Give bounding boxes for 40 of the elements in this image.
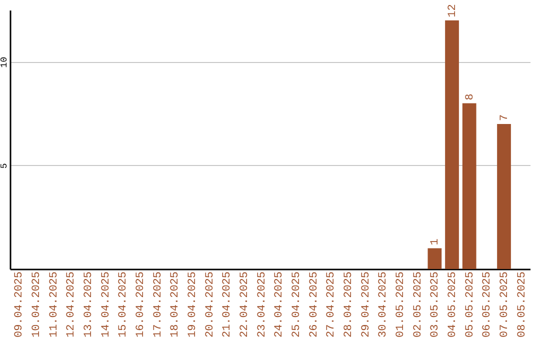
- x-tick-label: 06.05.2025: [482, 272, 494, 338]
- x-tick-label: 25.04.2025: [291, 272, 303, 338]
- x-tick-label: 01.05.2025: [395, 272, 407, 338]
- x-tick-label: 26.04.2025: [308, 272, 320, 338]
- x-tick-label: 05.05.2025: [464, 272, 476, 338]
- bar: [497, 124, 511, 269]
- y-tick-label: 5: [0, 163, 10, 169]
- x-tick-label: 07.05.2025: [499, 272, 511, 338]
- x-tick-label: 10.04.2025: [31, 272, 43, 338]
- data-label: 12: [447, 4, 459, 18]
- x-tick-label: 16.04.2025: [135, 272, 147, 338]
- data-label: 8: [464, 94, 476, 100]
- x-tick-label: 30.04.2025: [378, 272, 390, 338]
- bar: [445, 20, 459, 269]
- x-tick-label: 11.04.2025: [48, 272, 60, 338]
- x-tick-label: 28.04.2025: [343, 272, 355, 338]
- x-tick-label: 02.05.2025: [412, 272, 424, 338]
- bar: [462, 103, 476, 269]
- x-tick-label: 29.04.2025: [360, 272, 372, 338]
- x-tick-label: 09.04.2025: [14, 272, 26, 338]
- x-tick-label: 21.04.2025: [222, 272, 234, 338]
- x-tick-label: 14.04.2025: [100, 272, 112, 338]
- x-tick-label: 19.04.2025: [187, 272, 199, 338]
- x-tick-label: 22.04.2025: [239, 272, 251, 338]
- bar: [428, 248, 442, 269]
- data-label: 7: [499, 114, 511, 121]
- x-tick-label: 15.04.2025: [118, 272, 130, 338]
- x-tick-label: 24.04.2025: [274, 272, 286, 338]
- x-tick-label: 17.04.2025: [152, 272, 164, 338]
- x-tick-label: 13.04.2025: [83, 272, 95, 338]
- x-tick-label: 27.04.2025: [326, 272, 338, 338]
- x-tick-label: 08.05.2025: [516, 272, 528, 338]
- data-label: 1: [430, 238, 442, 246]
- x-tick-label: 03.05.2025: [430, 272, 442, 338]
- x-tick-label: 04.05.2025: [447, 272, 459, 338]
- y-tick-label: 10: [0, 56, 10, 68]
- x-tick-label: 23.04.2025: [256, 272, 268, 338]
- x-tick-label: 20.04.2025: [204, 272, 216, 338]
- x-tick-label: 18.04.2025: [170, 272, 182, 338]
- x-tick-label: 12.04.2025: [66, 272, 78, 338]
